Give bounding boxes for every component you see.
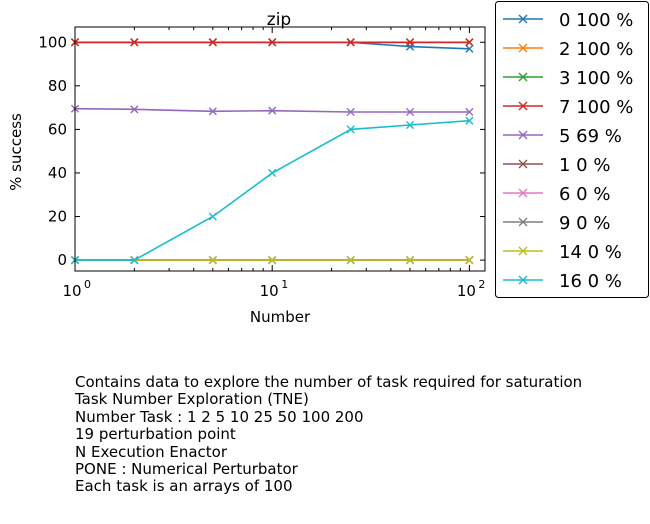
data-point — [346, 107, 355, 117]
data-point — [208, 107, 217, 116]
note-line: Contains data to explore the number of t… — [75, 373, 583, 391]
data-point — [405, 120, 415, 130]
legend-swatch-marker — [518, 101, 528, 111]
legend-label: 7 100 % — [559, 97, 633, 118]
y-tick-label: 60 — [48, 120, 67, 138]
chart-title: zip — [267, 10, 291, 30]
data-point — [465, 116, 474, 125]
note-line: N Execution Enactor — [75, 442, 228, 461]
legend-label: 14 0 % — [559, 242, 622, 263]
legend-label: 1 0 % — [559, 155, 610, 176]
y-tick-label: 80 — [48, 77, 67, 95]
legend-label: 2 100 % — [559, 39, 633, 60]
data-point — [268, 256, 277, 265]
data-point — [465, 44, 474, 53]
data-point — [268, 106, 277, 115]
x-tick-exponent: 0 — [84, 278, 91, 291]
data-point — [208, 256, 217, 265]
legend-label: 6 0 % — [559, 184, 610, 205]
legend-swatch-marker — [518, 246, 528, 256]
y-axis-label: % success — [7, 113, 25, 191]
legend-swatch-marker — [518, 217, 528, 227]
legend: 0 100 % 2 100 % 3 100 % 7 100 % 5 69 % 1 0 % 6… — [495, 1, 649, 298]
legend-label: 5 69 % — [559, 126, 622, 147]
data-point — [208, 38, 217, 47]
data-point — [405, 38, 415, 47]
x-axis-label: Number — [250, 308, 311, 326]
data-point — [268, 168, 277, 178]
data-point — [465, 38, 474, 47]
data-point — [130, 105, 139, 114]
legend-frame — [495, 1, 649, 298]
x-tick-exponent: 2 — [478, 278, 485, 291]
note-line: Task Number Exploration (TNE) — [75, 390, 309, 409]
legend-swatch-marker — [518, 188, 528, 198]
data-point — [346, 38, 355, 47]
legend-swatch-marker — [518, 275, 528, 285]
plot-frame — [74, 26, 486, 272]
y-tick-label: 40 — [48, 164, 67, 182]
data-point — [405, 256, 415, 265]
legend-swatch-marker — [518, 14, 528, 24]
data-point — [130, 38, 139, 47]
data-point — [346, 125, 355, 134]
data-point — [268, 38, 277, 47]
legend-label: 16 0 % — [559, 271, 622, 292]
y-tick-label: 20 — [48, 208, 67, 226]
axis-ticks — [74, 27, 485, 271]
data-point — [405, 107, 415, 117]
series-line — [75, 119, 470, 261]
notes-block: Contains data to explore the number of t… — [75, 373, 583, 496]
data-point — [465, 256, 474, 265]
legend-label: 3 100 % — [559, 68, 633, 89]
data-point — [346, 256, 355, 265]
legend-swatch-marker — [518, 43, 528, 53]
legend-swatch-marker — [518, 159, 528, 169]
data-point — [465, 107, 474, 117]
x-tick-label: 10 — [457, 282, 476, 300]
data-point — [208, 212, 217, 221]
note-line: 19 perturbation point — [75, 425, 236, 444]
note-line: Each task is an arrays of 100 — [75, 477, 293, 496]
legend-swatch-marker — [518, 72, 528, 82]
legend-label: 9 0 % — [559, 213, 610, 234]
y-tick-label: 0 — [57, 251, 67, 269]
x-tick-label: 10 — [62, 282, 81, 300]
note-line: PONE : Numerical Perturbator — [75, 460, 298, 479]
legend-swatch-marker — [518, 130, 528, 140]
legend-label: 0 100 % — [559, 10, 633, 31]
y-tick-label: 100 — [38, 33, 67, 51]
x-tick-label: 10 — [260, 282, 279, 300]
x-tick-exponent: 1 — [281, 278, 288, 291]
note-line: Number Task : 1 2 5 10 25 50 100 200 — [75, 407, 364, 426]
data-point — [130, 256, 139, 265]
series-layer — [70, 38, 474, 265]
